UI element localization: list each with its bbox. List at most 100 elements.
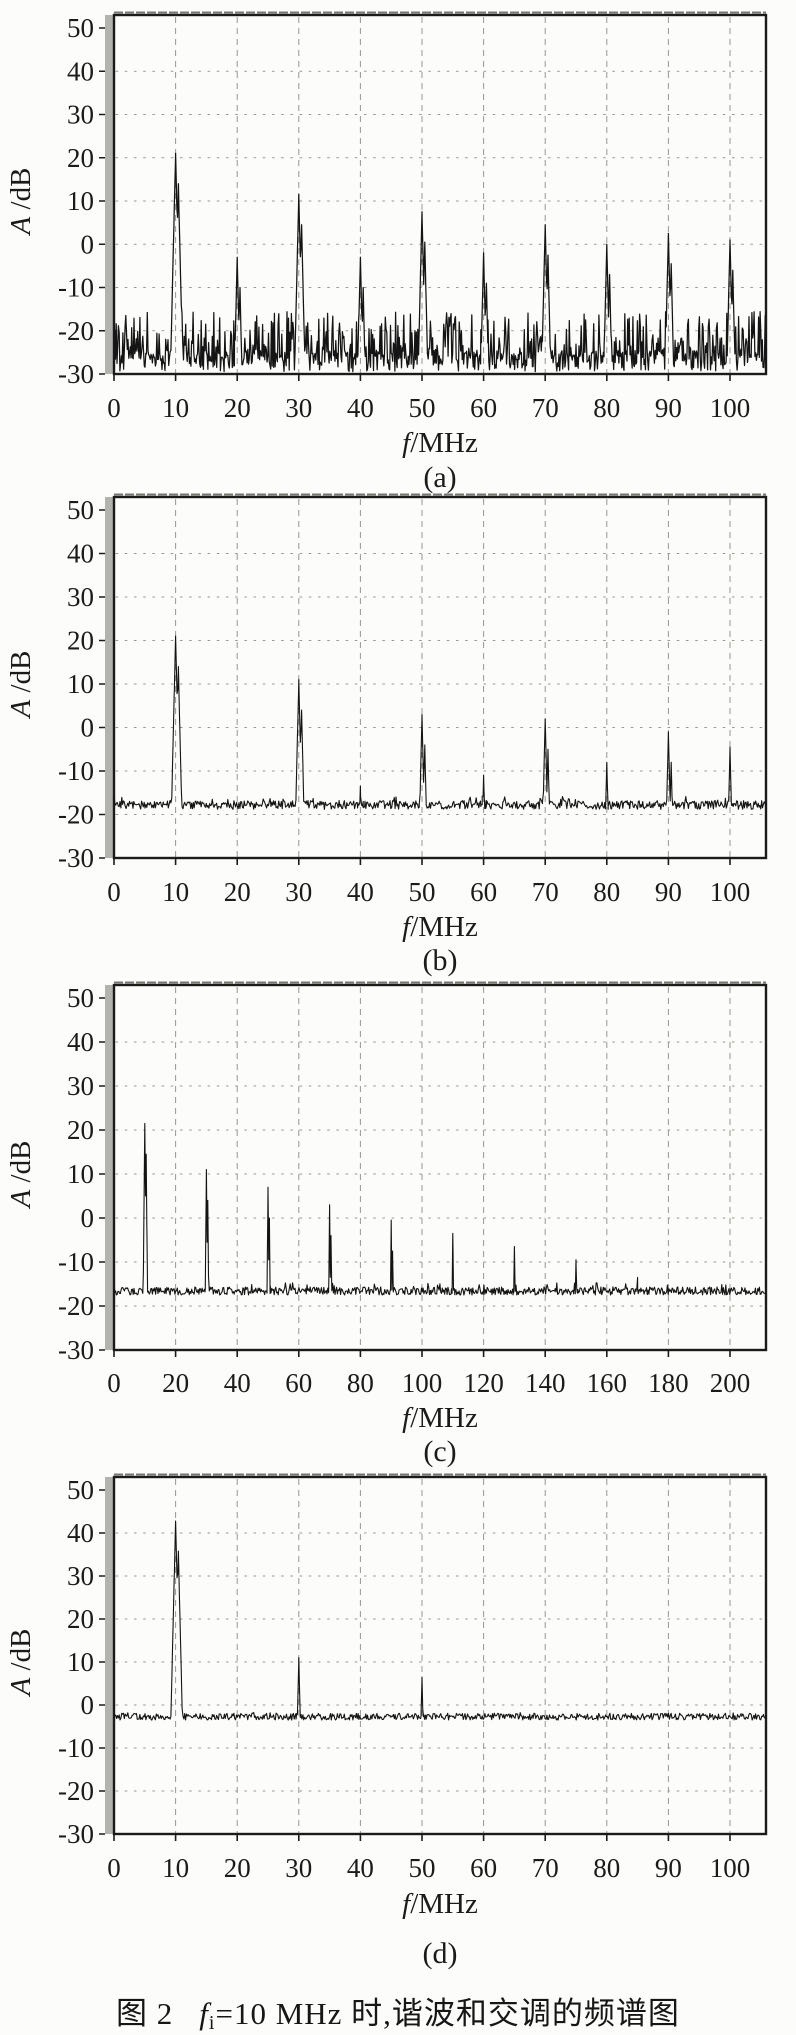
y-tick-label: 0 (81, 229, 95, 259)
y-tick-label: 20 (67, 626, 94, 656)
axis-shading (105, 497, 113, 858)
y-tick-label: -30 (58, 359, 94, 389)
x-tick-label: 70 (532, 1853, 559, 1883)
x-tick-label: 60 (470, 393, 497, 423)
x-tick-label: 10 (162, 393, 189, 423)
x-axis-label: f/MHz (402, 1888, 478, 1920)
y-tick-label: -10 (58, 1247, 94, 1277)
y-tick-label: 10 (67, 1647, 94, 1677)
x-tick-label: 20 (162, 1368, 189, 1398)
spectrum-trace (113, 152, 767, 373)
x-tick-label: 100 (710, 877, 751, 907)
y-tick-label: 0 (81, 1690, 95, 1720)
x-tick-label: 100 (402, 1368, 443, 1398)
y-tick-label: 20 (67, 1604, 94, 1634)
x-tick-label: 70 (532, 877, 559, 907)
x-tick-label: 90 (655, 1853, 682, 1883)
y-tick-label: -20 (58, 1291, 94, 1321)
caption-f-subscript: i (208, 2012, 216, 2034)
subplot-label: (c) (423, 1435, 456, 1468)
axis-shading (105, 1477, 113, 1834)
x-tick-label: 120 (463, 1368, 504, 1398)
y-tick-label: 0 (81, 713, 95, 743)
x-tick-label: 0 (107, 1853, 121, 1883)
x-tick-label: 90 (655, 877, 682, 907)
x-tick-label: 20 (224, 1853, 251, 1883)
y-tick-label: -10 (58, 273, 94, 303)
caption-f-symbol: f (199, 1996, 209, 2031)
x-tick-label: 50 (409, 393, 436, 423)
x-tick-label: 20 (224, 877, 251, 907)
axis-shading (105, 15, 113, 374)
chart-b: 0 10 20 30 40 50 60 70 80 90 10050403020100-10-20-… (5, 493, 768, 977)
x-tick-label: 50 (409, 877, 436, 907)
x-tick-label: 10 (162, 877, 189, 907)
y-tick-label: -30 (58, 1819, 94, 1849)
chart-d: 0 10 20 30 40 50 60 70 80 90 10050403020100-10-20-… (5, 1473, 768, 1970)
y-tick-label: 10 (67, 1159, 94, 1189)
plot-frame (112, 13, 768, 376)
y-tick-label: -20 (58, 800, 94, 830)
y-tick-label: -30 (58, 1335, 94, 1365)
y-tick-label: 50 (67, 13, 94, 43)
spectrum-trace (113, 1520, 767, 1721)
x-tick-label: 100 (710, 393, 751, 423)
x-tick-label: 140 (525, 1368, 566, 1398)
x-tick-label: 40 (347, 1853, 374, 1883)
x-tick-label: 90 (655, 393, 682, 423)
y-tick-label: 20 (67, 1115, 94, 1145)
y-tick-label: -10 (58, 1733, 94, 1763)
x-tick-label: 30 (285, 877, 312, 907)
y-tick-label: 40 (67, 1518, 94, 1548)
spectrum-trace (113, 1122, 766, 1296)
x-tick-label: 60 (285, 1368, 312, 1398)
subplot-label: (d) (423, 1937, 458, 1970)
x-tick-label: 30 (285, 393, 312, 423)
y-axis-label: A /dB (5, 168, 37, 237)
spectrum-trace (113, 635, 767, 810)
y-tick-label: 40 (67, 56, 94, 86)
axis-shading (105, 985, 113, 1350)
x-tick-label: 0 (107, 1368, 121, 1398)
y-axis-label: A /dB (5, 1141, 37, 1210)
x-axis-label: f/MHz (402, 911, 478, 943)
x-tick-label: 200 (710, 1368, 751, 1398)
x-tick-label: 0 (107, 877, 121, 907)
y-tick-label: 50 (67, 495, 94, 525)
y-tick-label: -20 (58, 316, 94, 346)
x-tick-label: 60 (470, 877, 497, 907)
plot-frame (112, 983, 768, 1352)
y-tick-label: -30 (58, 843, 94, 873)
y-tick-label: 0 (81, 1203, 95, 1233)
x-tick-label: 180 (648, 1368, 689, 1398)
x-tick-label: 40 (347, 393, 374, 423)
y-tick-label: 30 (67, 100, 94, 130)
subplot-label: (b) (423, 944, 458, 977)
x-axis-label: f/MHz (402, 1402, 478, 1434)
caption-text: =10 MHz 时,谐波和交调的频谱图 (215, 1996, 680, 2031)
y-axis-label: A /dB (5, 1629, 37, 1698)
plot-frame (112, 1475, 768, 1836)
x-tick-label: 30 (285, 1853, 312, 1883)
x-tick-label: 80 (593, 393, 620, 423)
y-tick-label: -10 (58, 756, 94, 786)
y-tick-label: 40 (67, 539, 94, 569)
chart-a: 0 10 20 30 40 50 60 70 80 90 10050403020100-10-20-… (5, 11, 768, 494)
subplot-label: (a) (423, 461, 456, 494)
x-tick-label: 80 (593, 877, 620, 907)
y-tick-label: 10 (67, 669, 94, 699)
x-tick-label: 100 (710, 1853, 751, 1883)
x-tick-label: 10 (162, 1853, 189, 1883)
figure-caption: 图 2 fi=10 MHz 时,谐波和交调的频谱图 (0, 1988, 796, 2035)
x-tick-label: 160 (587, 1368, 628, 1398)
y-axis-label: A /dB (5, 651, 37, 720)
y-tick-label: 50 (67, 1475, 94, 1505)
x-axis-label: f/MHz (402, 427, 478, 459)
x-tick-label: 50 (409, 1853, 436, 1883)
y-tick-label: 50 (67, 983, 94, 1013)
y-tick-label: 10 (67, 186, 94, 216)
y-tick-label: 30 (67, 1561, 94, 1591)
x-tick-label: 60 (470, 1853, 497, 1883)
